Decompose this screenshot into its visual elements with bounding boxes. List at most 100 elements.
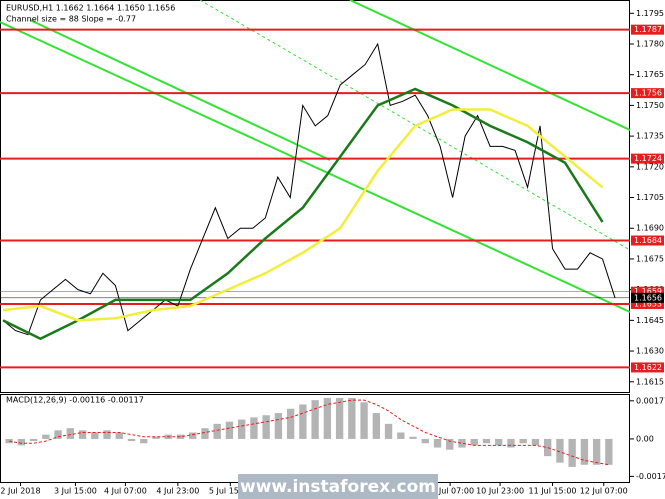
- subtitle: Channel size = 88 Slope = -0.77: [6, 15, 136, 24]
- y-tick-label: 1.1780: [636, 39, 664, 48]
- x-tick-label: 5 Jul 15:00: [209, 487, 252, 496]
- y-tick-label: 1.1765: [636, 70, 664, 79]
- macd-bar: [78, 430, 87, 439]
- macd-bar: [140, 438, 148, 444]
- y-tick-label: 1.1690: [636, 224, 664, 233]
- price-line-series: [2, 42, 616, 336]
- macd-bar: [250, 417, 258, 439]
- y-tick-label: 1.1705: [636, 193, 664, 202]
- macd-bar: [274, 413, 283, 439]
- level-label: 1.1653: [634, 299, 662, 308]
- macd-bar: [421, 438, 429, 444]
- macd-bar: [360, 402, 368, 439]
- macd-y-tick-label: 0.00177: [636, 396, 665, 405]
- x-tick-label: 10 Jul 23:00: [476, 487, 524, 496]
- channel-line: [349, 0, 631, 131]
- y-tick-label: 1.1645: [636, 316, 664, 325]
- price-line-series: [2, 108, 604, 322]
- macd-bar: [127, 438, 136, 442]
- x-tick-label: 11 Jul 15:00: [529, 487, 577, 496]
- macd-bar: [397, 432, 405, 439]
- main-frame: [0, 0, 630, 393]
- price-label: 1.1659: [634, 287, 662, 296]
- macd-bar: [42, 434, 50, 439]
- macd-bar: [446, 438, 454, 450]
- x-tick-label: 10 Jul 07:00: [426, 487, 474, 496]
- macd-bar: [213, 423, 221, 439]
- macd-bar: [286, 408, 295, 439]
- macd-bar: [544, 438, 552, 457]
- level-label: 1.1684: [634, 236, 662, 245]
- macd-bar: [507, 438, 515, 448]
- level-tag: [631, 362, 664, 373]
- price-tag: [631, 292, 664, 303]
- macd-bar: [580, 438, 589, 465]
- plot: 1.17951.17801.17651.17501.17351.17201.17…: [0, 9, 665, 496]
- y-tick-label: 1.1630: [636, 347, 664, 356]
- macd-bar: [189, 432, 197, 439]
- channel-line: [0, 21, 631, 313]
- macd-bar: [519, 438, 527, 444]
- macd-signal: [9, 399, 609, 466]
- x-tick-label: 12 Jul 07:00: [580, 487, 628, 496]
- macd-bar: [605, 438, 613, 465]
- y-tick-label: 1.1615: [636, 377, 664, 386]
- macd-y-tick-label: 0.00: [636, 434, 654, 443]
- macd-bar: [458, 438, 466, 448]
- y-tick-label: 1.1795: [636, 9, 664, 18]
- level-label: 1.1724: [634, 154, 662, 163]
- level-label: 1.1622: [634, 363, 662, 372]
- y-tick-label: 1.1735: [636, 132, 664, 141]
- level-tag: [631, 235, 664, 246]
- macd-bar: [29, 438, 38, 442]
- macd-bar: [372, 413, 380, 439]
- macd-bar: [470, 438, 478, 446]
- y-tick-label: 1.1675: [636, 254, 664, 263]
- macd-title: MACD(12,26,9) -0.00116 -0.00117: [6, 396, 144, 405]
- y-tick-label: 1.1720: [636, 162, 664, 171]
- macd-bar: [17, 438, 26, 446]
- macd-bar: [91, 432, 99, 439]
- price-label: 1.1656: [634, 293, 662, 302]
- macd-bar: [103, 430, 111, 439]
- chart-title: EURUSD,H1 1.1662 1.1664 1.1650 1.1656: [6, 4, 175, 13]
- macd-bar: [262, 415, 270, 439]
- watermark-bg: [238, 474, 438, 499]
- macd-bar: [115, 432, 123, 439]
- level-tag: [631, 153, 664, 164]
- macd-bar: [238, 419, 246, 439]
- level-label: 1.1787: [634, 25, 662, 34]
- watermark: www.instaforex.com: [240, 477, 436, 497]
- macd-bar: [152, 436, 160, 439]
- y-tick-label: 1.1750: [636, 101, 664, 110]
- level-tag: [631, 298, 664, 309]
- level-label: 1.1756: [634, 89, 662, 98]
- x-tick-label: 3 Jul 15:00: [54, 487, 97, 496]
- x-tick-label: 4 Jul 07:00: [104, 487, 147, 496]
- macd-bar: [54, 430, 62, 439]
- macd-bar: [556, 438, 564, 463]
- x-tick-label: 2 Jul 2018: [0, 487, 40, 496]
- price-line-series: [2, 87, 604, 341]
- macd-bar: [311, 400, 319, 439]
- macd-bar: [482, 438, 491, 444]
- price-tag: [631, 286, 664, 297]
- level-tag: [631, 24, 664, 35]
- macd-bar: [592, 438, 601, 465]
- macd-bar: [348, 398, 356, 439]
- macd-bar: [335, 398, 344, 439]
- macd-bar: [495, 438, 503, 446]
- macd-bar: [225, 421, 234, 439]
- macd-bar: [323, 398, 332, 439]
- macd-y-tick-label: -0.00174: [636, 472, 665, 481]
- macd-bar: [409, 436, 417, 439]
- x-tick-label: 4 Jul 23:00: [156, 487, 199, 496]
- macd-bar: [568, 438, 576, 467]
- macd-bar: [531, 438, 540, 446]
- macd-bar: [66, 428, 74, 439]
- macd-bar: [176, 434, 185, 439]
- macd-bar: [433, 438, 442, 448]
- macd-bar: [299, 404, 307, 439]
- macd-bar: [384, 423, 393, 439]
